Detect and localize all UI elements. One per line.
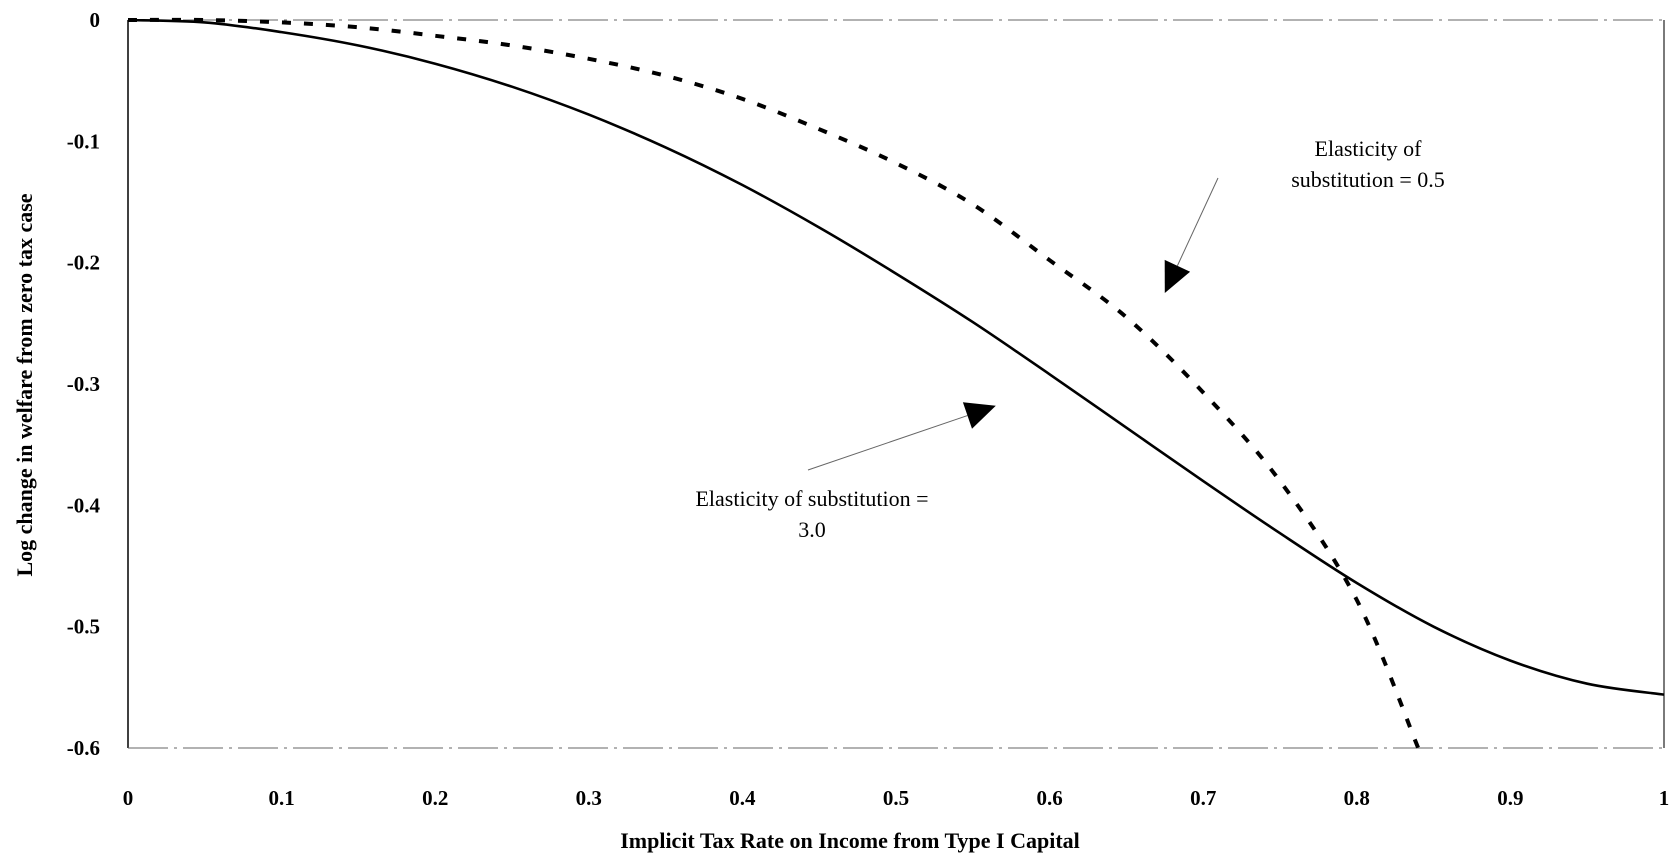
y-tick-label: -0.1 bbox=[67, 129, 100, 153]
x-tick-label: 1 bbox=[1659, 786, 1669, 810]
annotation-arrow-head bbox=[1164, 259, 1191, 293]
annotation-label-line: Elasticity of bbox=[1315, 136, 1423, 161]
x-axis-title: Implicit Tax Rate on Income from Type I … bbox=[620, 828, 1080, 853]
annotation-label-line: Elasticity of substitution = bbox=[695, 486, 928, 511]
x-tick-label: 0.7 bbox=[1190, 786, 1216, 810]
series-line-elasticity-3-0 bbox=[127, 18, 1665, 696]
series-line-elasticity-0-5 bbox=[127, 17, 1421, 749]
plot-frame bbox=[127, 19, 1665, 749]
x-tick-label: 0.3 bbox=[576, 786, 602, 810]
annotation-label-line: substitution = 0.5 bbox=[1291, 167, 1445, 192]
y-tick-label: -0.4 bbox=[67, 493, 101, 517]
annotation-arrow-shaft bbox=[1176, 177, 1219, 266]
x-tick-label: 0.9 bbox=[1497, 786, 1523, 810]
annotations: Elasticity of substitution = 0.5 Elasticit… bbox=[695, 136, 1444, 542]
y-tick-label: 0 bbox=[90, 8, 101, 32]
annotation-arrow-shaft bbox=[807, 415, 968, 471]
y-tick-label: -0.3 bbox=[67, 372, 100, 396]
x-tick-label: 0.4 bbox=[729, 786, 756, 810]
y-axis-title: Log change in welfare from zero tax case bbox=[12, 193, 37, 576]
x-tick-label: 0.5 bbox=[883, 786, 909, 810]
series-layer bbox=[127, 17, 1665, 749]
x-tick-label: 0.8 bbox=[1344, 786, 1370, 810]
x-tick-label: 0.2 bbox=[422, 786, 448, 810]
y-tick-label: -0.5 bbox=[67, 615, 100, 639]
y-axis-ticks: 0 -0.1 -0.2 -0.3 -0.4 -0.5 -0.6 bbox=[67, 8, 101, 760]
x-tick-label: 0.6 bbox=[1036, 786, 1062, 810]
x-tick-label: 0.1 bbox=[268, 786, 294, 810]
annotation-arrow-head bbox=[962, 402, 996, 429]
annotation-label-line: 3.0 bbox=[798, 517, 826, 542]
x-axis-ticks: 0 0.1 0.2 0.3 0.4 0.5 0.6 0.7 0.8 0.9 1 bbox=[123, 786, 1669, 810]
x-tick-label: 0 bbox=[123, 786, 134, 810]
y-tick-label: -0.6 bbox=[67, 736, 100, 760]
y-tick-label: -0.2 bbox=[67, 251, 100, 275]
